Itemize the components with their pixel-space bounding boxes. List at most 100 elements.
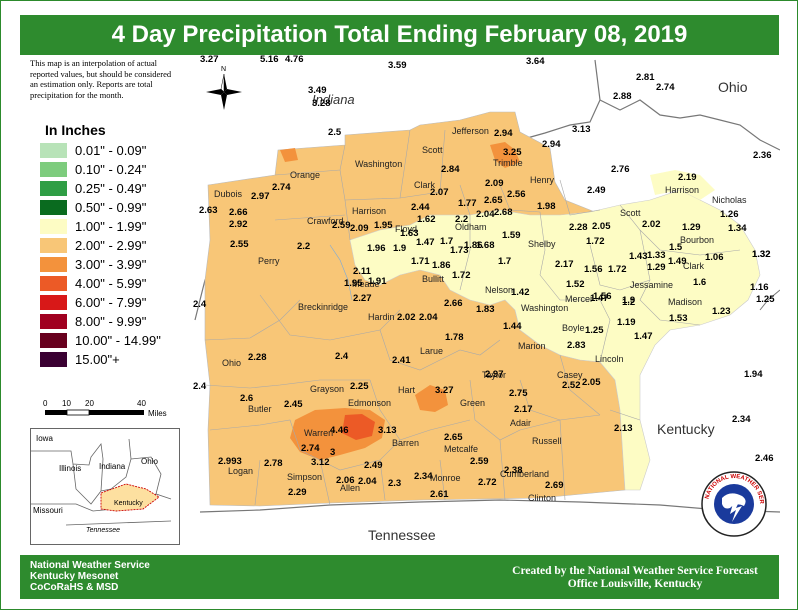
precip-value-label: 1.32	[752, 249, 771, 260]
precip-value-label: 2.09	[485, 178, 504, 189]
precip-value-label: 1.83	[476, 304, 495, 315]
precip-value-label: 3.25	[503, 147, 522, 158]
legend-label: 2.00" - 2.99"	[75, 237, 147, 253]
county-label: Perry	[258, 256, 280, 266]
county-label: Harrison	[665, 185, 699, 195]
precip-value-label: 3.64	[526, 56, 545, 67]
precip-value-label: 2.83	[567, 340, 586, 351]
county-label: Simpson	[287, 472, 322, 482]
county-label: Dubois	[214, 189, 243, 199]
legend-swatch	[40, 237, 67, 253]
precip-value-label: 1.47	[590, 293, 609, 304]
precip-value-label: 2.6	[240, 393, 253, 404]
county-label: Ohio	[222, 358, 241, 368]
footer-credit-mesonet: Kentucky Mesonet	[30, 571, 119, 582]
precip-value-label: 2.34	[414, 471, 433, 482]
precip-value-label: 3.28	[312, 98, 331, 109]
precip-value-label: 1.72	[452, 270, 471, 281]
precip-value-label: 2.11	[353, 266, 372, 277]
county-label: Russell	[532, 436, 562, 446]
county-label: Trimble	[493, 158, 523, 168]
precip-zone-yellow-ne	[650, 170, 715, 200]
precip-value-label: 2.5	[328, 127, 342, 138]
legend-item: 0.50" - 0.99"	[40, 198, 146, 216]
county-label: Grayson	[310, 384, 344, 394]
east-border	[759, 289, 780, 311]
legend-title: In Inches	[45, 122, 106, 138]
precip-value-label: 2.17	[555, 259, 574, 270]
precip-value-label: 1.68	[476, 240, 495, 251]
legend-swatch	[40, 294, 67, 310]
inset-label-kentucky: Kentucky	[114, 500, 143, 507]
state-label-kentucky: Kentucky	[657, 421, 715, 437]
county-label: Washington	[355, 159, 402, 169]
precip-value-label: 1.34	[728, 223, 747, 234]
scale-tick-10: 10	[62, 399, 71, 408]
precip-value-label: 1.62	[417, 214, 436, 225]
county-label: Jefferson	[452, 126, 489, 136]
precip-value-label: 2.92	[229, 219, 248, 230]
footer-created-line1: Created by the National Weather Service …	[512, 565, 758, 577]
precip-value-label: 1.26	[720, 209, 739, 220]
precip-value-label: 1.59	[502, 230, 521, 241]
county-label: Washington	[521, 303, 568, 313]
footer-created-line2: Office Louisville, Kentucky	[567, 578, 703, 590]
county-label: Hardin	[368, 312, 395, 322]
county-label: Floyd	[395, 224, 417, 234]
county-label: Scott	[620, 208, 641, 218]
precip-value-label: 1.25	[585, 325, 604, 336]
legend-label: 4.00" - 5.99"	[75, 275, 147, 291]
inset-label-tennessee: Tennessee	[86, 527, 120, 534]
precip-value-label: 2.49	[364, 460, 383, 471]
precip-value-label: 1.53	[669, 313, 688, 324]
precip-value-label: 2.4	[335, 351, 349, 362]
precip-value-label: 3.12	[311, 457, 330, 468]
precip-value-label: 1.32	[752, 249, 771, 260]
precip-value-label: 1.06	[705, 252, 724, 263]
precip-value-label: 1.2	[622, 297, 635, 308]
precip-value-label: 3.13	[378, 425, 397, 436]
precip-value-label: 2.4	[193, 299, 207, 310]
precip-value-label: 1.77	[458, 198, 477, 209]
scale-tick-0: 0	[43, 399, 48, 408]
nws-logo: NATIONAL WEATHER SERVICE	[700, 470, 767, 537]
legend-item: 8.00" - 9.99"	[40, 312, 146, 330]
legend-item: 0.25" - 0.49"	[40, 179, 146, 197]
precip-value-label: 2.88	[613, 91, 632, 102]
disclaimer-text: This map is an interpolation of actual r…	[30, 58, 172, 100]
legend-label: 0.01" - 0.09"	[75, 142, 147, 158]
precip-value-label: 2.65	[484, 195, 503, 206]
county-label: Nicholas	[712, 195, 747, 205]
legend-label: 1.00" - 1.99"	[75, 218, 147, 234]
county-labels: Jefferson Scott Washington Orange Clark Trimb…	[214, 126, 747, 503]
precip-zone-3in-orange	[280, 148, 298, 162]
county-label: Henry	[530, 175, 555, 185]
inset-label-illinois: Illinois	[59, 464, 81, 473]
county-label: Boyle	[562, 323, 585, 333]
footer-bar	[20, 555, 779, 599]
county-label: Taylor	[482, 370, 506, 380]
precip-value-label: 2.19	[678, 172, 697, 183]
legend-label: 10.00" - 14.99"	[75, 332, 161, 348]
legend-swatch	[40, 256, 67, 272]
precip-value-label: 1.56	[584, 264, 603, 275]
precip-value-label: 2.04	[476, 209, 495, 220]
precip-value-label: 2.76	[611, 164, 630, 175]
legend-item: 1.00" - 1.99"	[40, 217, 146, 235]
legend-item: 6.00" - 7.99"	[40, 293, 146, 311]
county-label: Oldham	[455, 222, 487, 232]
inset-label-missouri: Missouri	[33, 506, 63, 515]
precip-value-label: 1.19	[617, 317, 636, 328]
county-label: Adair	[510, 418, 531, 428]
legend-item: 15.00"+	[40, 350, 120, 368]
legend-label: 8.00" - 9.99"	[75, 313, 147, 329]
precip-value-label: 1.78	[445, 332, 464, 343]
precip-value-label: 2.84	[441, 164, 460, 175]
precip-zone-yellow	[349, 189, 761, 491]
tennessee-border	[199, 499, 780, 513]
precip-value-label: 2.07	[430, 187, 449, 198]
precip-value-label: 2.34	[732, 414, 751, 425]
county-label: Breckinridge	[298, 302, 348, 312]
precip-value-label: 2.81	[636, 72, 655, 83]
footer-credit-cocorahs: CoCoRaHS & MSD	[30, 582, 119, 593]
